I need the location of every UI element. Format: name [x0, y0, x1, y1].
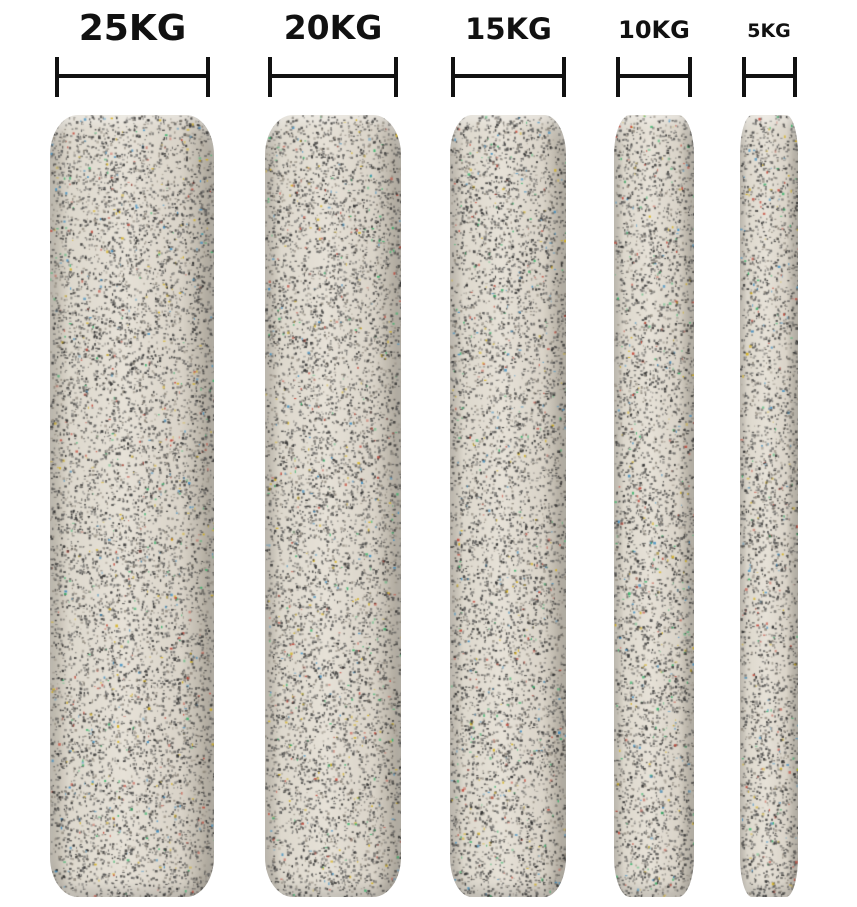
label-10kg: 10KG [606, 16, 702, 44]
label-20kg: 20KG [268, 8, 398, 47]
label-15kg: 15KG [451, 12, 566, 46]
plate-10kg [614, 115, 694, 897]
plate-5kg [740, 115, 798, 897]
width-bracket-25kg [55, 57, 210, 97]
label-25kg: 25KG [55, 8, 210, 49]
plate-20kg [265, 115, 401, 897]
width-bracket-10kg [616, 57, 692, 97]
width-bracket-5kg [742, 57, 797, 97]
plate-25kg [50, 115, 214, 897]
plate-15kg [450, 115, 566, 897]
width-bracket-20kg [268, 57, 398, 97]
width-bracket-15kg [451, 57, 566, 97]
label-5kg: 5KG [735, 20, 803, 42]
